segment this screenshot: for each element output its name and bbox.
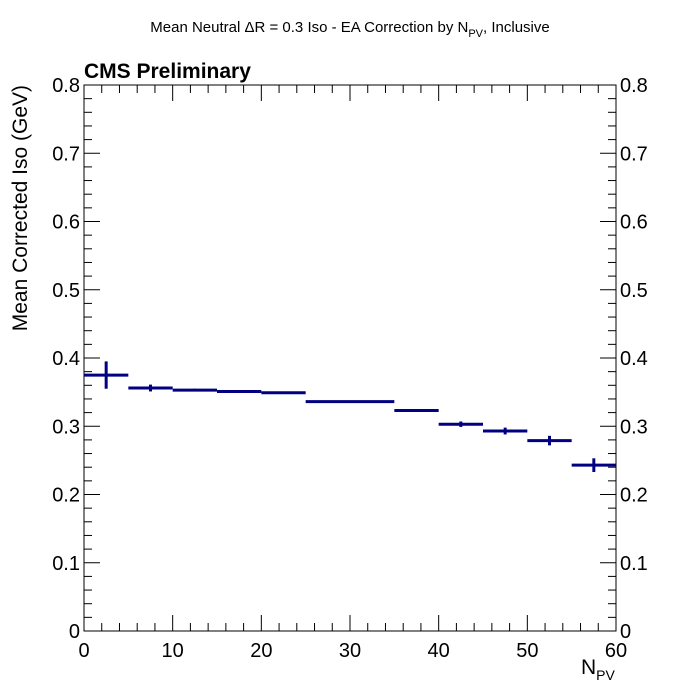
x-tick-label: 30 <box>339 640 361 662</box>
y-tick-label-left: 0 <box>69 621 80 643</box>
y-tick-label-right: 0.6 <box>620 212 648 234</box>
y-tick-label-right: 0.2 <box>620 485 648 507</box>
chart-title: Mean Neutral ΔR = 0.3 Iso - EA Correctio… <box>150 19 549 40</box>
y-tick-label-left: 0.7 <box>52 143 80 165</box>
x-axis-label-main: N <box>581 656 596 679</box>
axis-ticks <box>83 84 617 632</box>
y-tick-label-right: 0.8 <box>620 75 648 97</box>
y-axis-label: Mean Corrected Iso (GeV) <box>9 85 32 331</box>
data-point <box>438 421 483 427</box>
data-point <box>483 427 528 435</box>
y-tick-label-left: 0.1 <box>52 553 80 575</box>
y-tick-label-left: 0.3 <box>52 416 80 438</box>
y-tick-label-left: 0.5 <box>52 280 80 302</box>
x-axis-label-subscript: PV <box>596 667 615 683</box>
plot-frame <box>83 84 617 632</box>
y-tick-label-left: 0.8 <box>52 75 80 97</box>
y-tick-label-right: 0.1 <box>620 553 648 575</box>
chart-title-main: Mean Neutral ΔR = 0.3 Iso - EA Correctio… <box>150 19 468 36</box>
data-point <box>527 435 572 446</box>
x-tick-label: 40 <box>428 640 450 662</box>
data-points <box>84 361 616 472</box>
y-tick-label-right: 0.7 <box>620 143 648 165</box>
y-tick-label-left: 0.2 <box>52 485 80 507</box>
y-tick-label-right: 0 <box>620 621 631 643</box>
y-tick-label-left: 0.6 <box>52 212 80 234</box>
x-tick-label: 60 <box>605 640 627 662</box>
data-point <box>84 361 129 389</box>
data-point <box>172 388 217 392</box>
chart-title-suffix: , Inclusive <box>483 19 550 36</box>
axis-tick-labels: 0 10 20 30 40 50 600 00.1 0.10.2 0.20.3 0.30.4 0.40… <box>52 75 648 662</box>
x-tick-label: 0 <box>78 640 89 662</box>
x-tick-label: 20 <box>250 640 272 662</box>
data-point <box>305 400 395 404</box>
y-tick-label-right: 0.3 <box>620 416 648 438</box>
data-point <box>261 391 306 395</box>
y-tick-label-right: 0.4 <box>620 348 648 370</box>
x-axis-label: NPV <box>581 656 616 683</box>
data-point <box>128 384 173 392</box>
x-tick-label: 50 <box>516 640 538 662</box>
y-tick-label-right: 0.5 <box>620 280 648 302</box>
chart-title-subscript: PV <box>468 28 483 40</box>
x-tick-label: 10 <box>162 640 184 662</box>
data-point <box>571 458 616 472</box>
data-point <box>394 409 439 413</box>
cms-preliminary-label: CMS Preliminary <box>84 60 251 83</box>
data-point <box>217 389 262 393</box>
y-tick-label-left: 0.4 <box>52 348 80 370</box>
